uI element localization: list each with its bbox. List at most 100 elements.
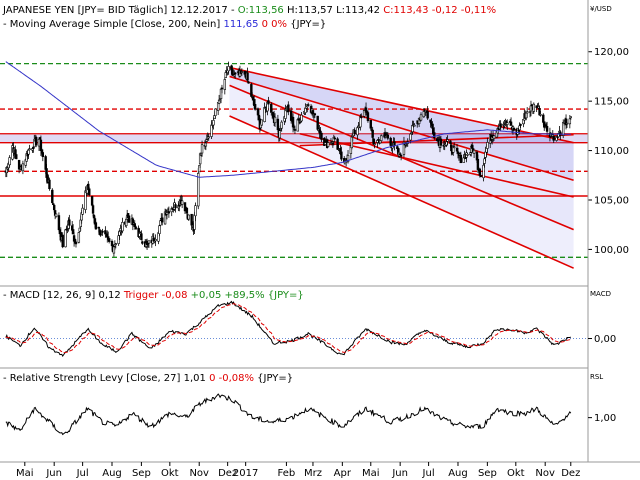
candle-body	[326, 142, 330, 147]
rsl-header: - Relative Strength Levy [Close, 27] 1,0…	[3, 373, 603, 384]
candle-body	[316, 115, 319, 130]
candle-body	[64, 229, 67, 248]
candle-body	[57, 215, 61, 231]
candle-body	[99, 233, 102, 236]
macd-trigger-line	[5, 303, 572, 354]
rsl-line	[5, 393, 572, 436]
candle-body	[542, 114, 545, 123]
candle-body	[74, 241, 78, 245]
candle-body	[280, 121, 283, 129]
candle-body	[446, 139, 449, 142]
candle-body	[300, 114, 303, 122]
candle-body	[360, 116, 363, 119]
candle-body	[247, 81, 250, 84]
candle-body	[552, 135, 555, 141]
candle-body	[366, 112, 370, 122]
candle-body	[121, 221, 124, 232]
candle-body	[200, 144, 204, 154]
candle-body	[506, 122, 509, 125]
candle-body	[240, 71, 244, 73]
price-tick-label: 110,00	[594, 146, 629, 157]
candle-body	[324, 142, 327, 145]
candle-body	[185, 207, 189, 214]
candle-body	[246, 72, 249, 81]
candle-body	[212, 120, 215, 126]
candle-body	[569, 116, 572, 119]
candle-body	[154, 238, 157, 242]
candle-body	[167, 211, 171, 214]
price-tick-label: 100,00	[594, 245, 629, 256]
candle-body	[51, 189, 54, 203]
candle-body	[159, 220, 162, 226]
candle-body	[158, 225, 161, 235]
candle-body	[214, 108, 217, 117]
candle-body	[565, 122, 569, 125]
candle-body	[197, 173, 200, 207]
trend-line	[229, 115, 574, 269]
candle-body	[90, 196, 94, 206]
macd-header: - MACD [12, 26, 9] 0,12 Trigger -0,08 +0…	[3, 290, 611, 301]
candle-body	[499, 123, 502, 128]
candle-body	[107, 238, 111, 242]
candle-body	[220, 87, 224, 90]
moving-average-line	[5, 61, 571, 178]
candle-body	[8, 157, 11, 166]
trend-line	[229, 75, 574, 181]
candle-body	[364, 107, 368, 112]
candle-body	[267, 100, 270, 105]
candle-body	[512, 127, 516, 131]
candle-body	[180, 200, 184, 205]
x-tick-label: 2017	[233, 468, 258, 479]
candle-body	[52, 204, 56, 211]
candle-body	[380, 135, 383, 141]
x-tick-label: Apr	[334, 468, 352, 479]
x-tick-label: Jul	[76, 468, 89, 479]
x-tick-label: Sep	[132, 468, 151, 479]
candle-body	[369, 119, 372, 129]
candle-body	[68, 219, 71, 226]
candle-body	[353, 129, 356, 135]
x-tick-label: Aug	[448, 468, 468, 479]
candle-body	[476, 158, 480, 170]
candle-body	[539, 114, 542, 116]
x-tick-label: Aug	[102, 468, 122, 479]
candle-body	[127, 215, 131, 223]
candle-body	[433, 132, 436, 138]
candle-body	[273, 116, 277, 124]
candle-body	[28, 148, 31, 151]
candle-body	[54, 213, 58, 218]
rsl-title: - Relative Strength Levy [Close, 27] 1,0…	[3, 373, 293, 384]
x-tick-label: Okt	[161, 468, 179, 479]
candle-body	[198, 165, 201, 173]
candle-body	[34, 137, 38, 146]
candle-body	[545, 126, 549, 132]
candle-body	[278, 130, 281, 139]
candle-body	[373, 143, 376, 145]
macd-title: - MACD [12, 26, 9] 0,12 Trigger -0,08 +0…	[3, 290, 304, 301]
candle-body	[525, 111, 529, 114]
candle-body	[492, 135, 496, 139]
x-tick-label: Dez	[218, 468, 237, 479]
candle-body	[413, 124, 416, 127]
candle-body	[452, 146, 456, 148]
candle-body	[350, 136, 354, 149]
candle-body	[486, 142, 489, 149]
candle-body	[71, 229, 75, 235]
candle-body	[307, 104, 310, 106]
candle-body	[131, 218, 135, 226]
candle-body	[207, 136, 210, 139]
x-tick-label: Mai	[16, 468, 34, 479]
candle-body	[263, 107, 266, 122]
candle-body	[289, 110, 293, 121]
candle-body	[174, 204, 177, 209]
candle-body	[41, 152, 45, 158]
candle-body	[298, 121, 301, 124]
candle-body	[568, 118, 572, 125]
candle-body	[260, 119, 263, 126]
candle-body	[472, 150, 476, 154]
price-header: JAPANESE YEN [JPY= BID Täglich] 12.12.20…	[2, 5, 612, 30]
x-tick-label: Okt	[507, 468, 525, 479]
